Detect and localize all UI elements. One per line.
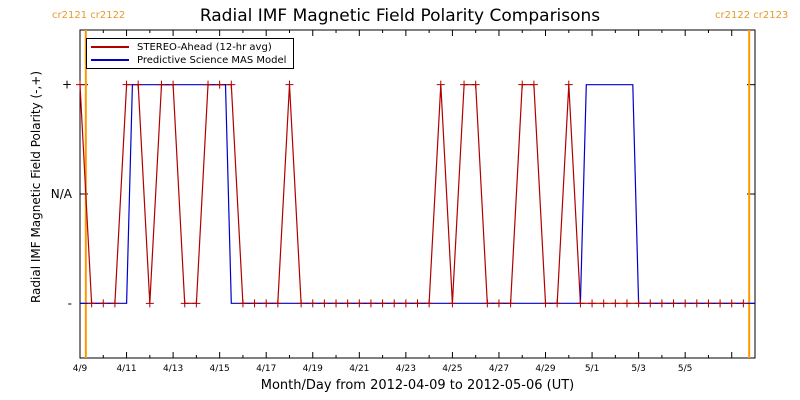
x-tick-label: 5/1 [585,364,599,374]
series-stereo-point [576,299,585,308]
series-stereo-point [157,80,166,89]
series-stereo-point [518,80,527,89]
series-stereo-point [599,299,608,308]
x-tick-label: 4/23 [396,364,416,374]
legend-item-stereo: STEREO-Ahead (12-hr avg) [91,41,272,53]
series-stereo-line [79,84,744,304]
series-stereo-point [320,299,329,308]
x-tick-label: 4/9 [73,364,88,374]
x-tick-label: 4/27 [489,364,509,374]
series-stereo-point [716,299,725,308]
series-stereo-point [634,299,643,308]
y-tick-label: + [62,78,72,92]
series-stereo-point [145,299,154,308]
legend-label-model: Predictive Science MAS Model [137,54,287,66]
series-stereo-point [332,299,341,308]
series-stereo-point [76,80,84,89]
legend-item-model: Predictive Science MAS Model [91,54,286,66]
series-model [80,84,755,304]
series-stereo-point [681,299,690,308]
series-stereo-point [308,299,317,308]
series-stereo-point [553,299,562,308]
series-stereo-point [413,299,422,308]
series-stereo-point [425,299,434,308]
plot-border [79,29,756,359]
legend-swatch-model [91,59,129,61]
series-stereo-point [494,299,503,308]
series-stereo-markers [76,80,748,308]
series-stereo-point [122,80,131,89]
legend: STEREO-Ahead (12-hr avg) Predictive Scie… [86,38,294,69]
series-stereo-point [227,80,236,89]
legend-label-stereo: STEREO-Ahead (12-hr avg) [137,41,272,53]
series-stereo-point [611,299,620,308]
axis-ticks [79,30,756,358]
series-stereo-point [87,299,96,308]
series-stereo-point [180,299,189,308]
series-stereo-point [110,299,119,308]
series-stereo-point [297,299,306,308]
x-tick-label: 5/5 [678,364,692,374]
plot-frame [79,29,756,359]
series-stereo-point [401,299,410,308]
carrington-label-left: cr2121 cr2122 [52,10,126,21]
series-stereo-point [204,80,213,89]
series-stereo-point [448,299,457,308]
series-stereo-point [483,299,492,308]
series-stereo-point [238,299,247,308]
x-tick-label: 4/17 [256,364,276,374]
series-stereo-point [285,80,294,89]
series-stereo-point [739,299,748,308]
x-tick-label: 4/15 [210,364,230,374]
y-tick-label: - [68,296,72,310]
y-tick-label: N/A [51,187,73,201]
series-model-line [80,84,755,304]
series-stereo-point [262,299,271,308]
series-stereo-point [564,80,573,89]
series-stereo-point [622,299,631,308]
series-stereo-point [343,299,352,308]
x-axis-label: Month/Day from 2012-04-09 to 2012-05-06 … [260,378,575,393]
series-stereo-point [669,299,678,308]
series-stereo-point [692,299,701,308]
series-stereo-point [355,299,364,308]
legend-swatch-stereo [91,46,129,48]
x-tick-label: 4/13 [163,364,183,374]
y-axis-label: Radial IMF Magnetic Field Polarity (-,+) [29,70,43,304]
series-stereo-point [366,299,375,308]
series-stereo [79,84,744,304]
series-stereo-point [704,299,713,308]
x-tick-label: 4/11 [116,364,136,374]
series-stereo-point [390,299,399,308]
series-stereo-point [460,80,469,89]
carrington-label-right: cr2122 cr2123 [715,10,789,21]
series-stereo-point [588,299,597,308]
x-tick-label: 4/29 [535,364,555,374]
chart-title: Radial IMF Magnetic Field Polarity Compa… [199,6,601,26]
x-tick-label: 4/25 [442,364,462,374]
series-stereo-point [471,80,480,89]
series-stereo-point [378,299,387,308]
series-stereo-point [657,299,666,308]
x-tick-label: 4/21 [349,364,369,374]
series-stereo-point [250,299,259,308]
series-stereo-point [506,299,515,308]
series-stereo-point [646,299,655,308]
series-stereo-point [436,80,445,89]
tick-labels: 4/9 4/11 4/13 4/15 4/17 4/19 4/21 4/23 4/25 4/27 4… [51,78,693,374]
x-tick-label: 4/19 [303,364,323,374]
series-stereo-point [273,299,282,308]
series-stereo-point [99,299,108,308]
series-stereo-point [727,299,736,308]
series-stereo-point [192,299,201,308]
x-tick-label: 5/3 [631,364,645,374]
series-stereo-point [134,80,143,89]
series-stereo-point [169,80,178,89]
series-stereo-point [529,80,538,89]
series-stereo-point [215,80,224,89]
series-stereo-point [541,299,550,308]
carrington-lines [84,30,751,358]
